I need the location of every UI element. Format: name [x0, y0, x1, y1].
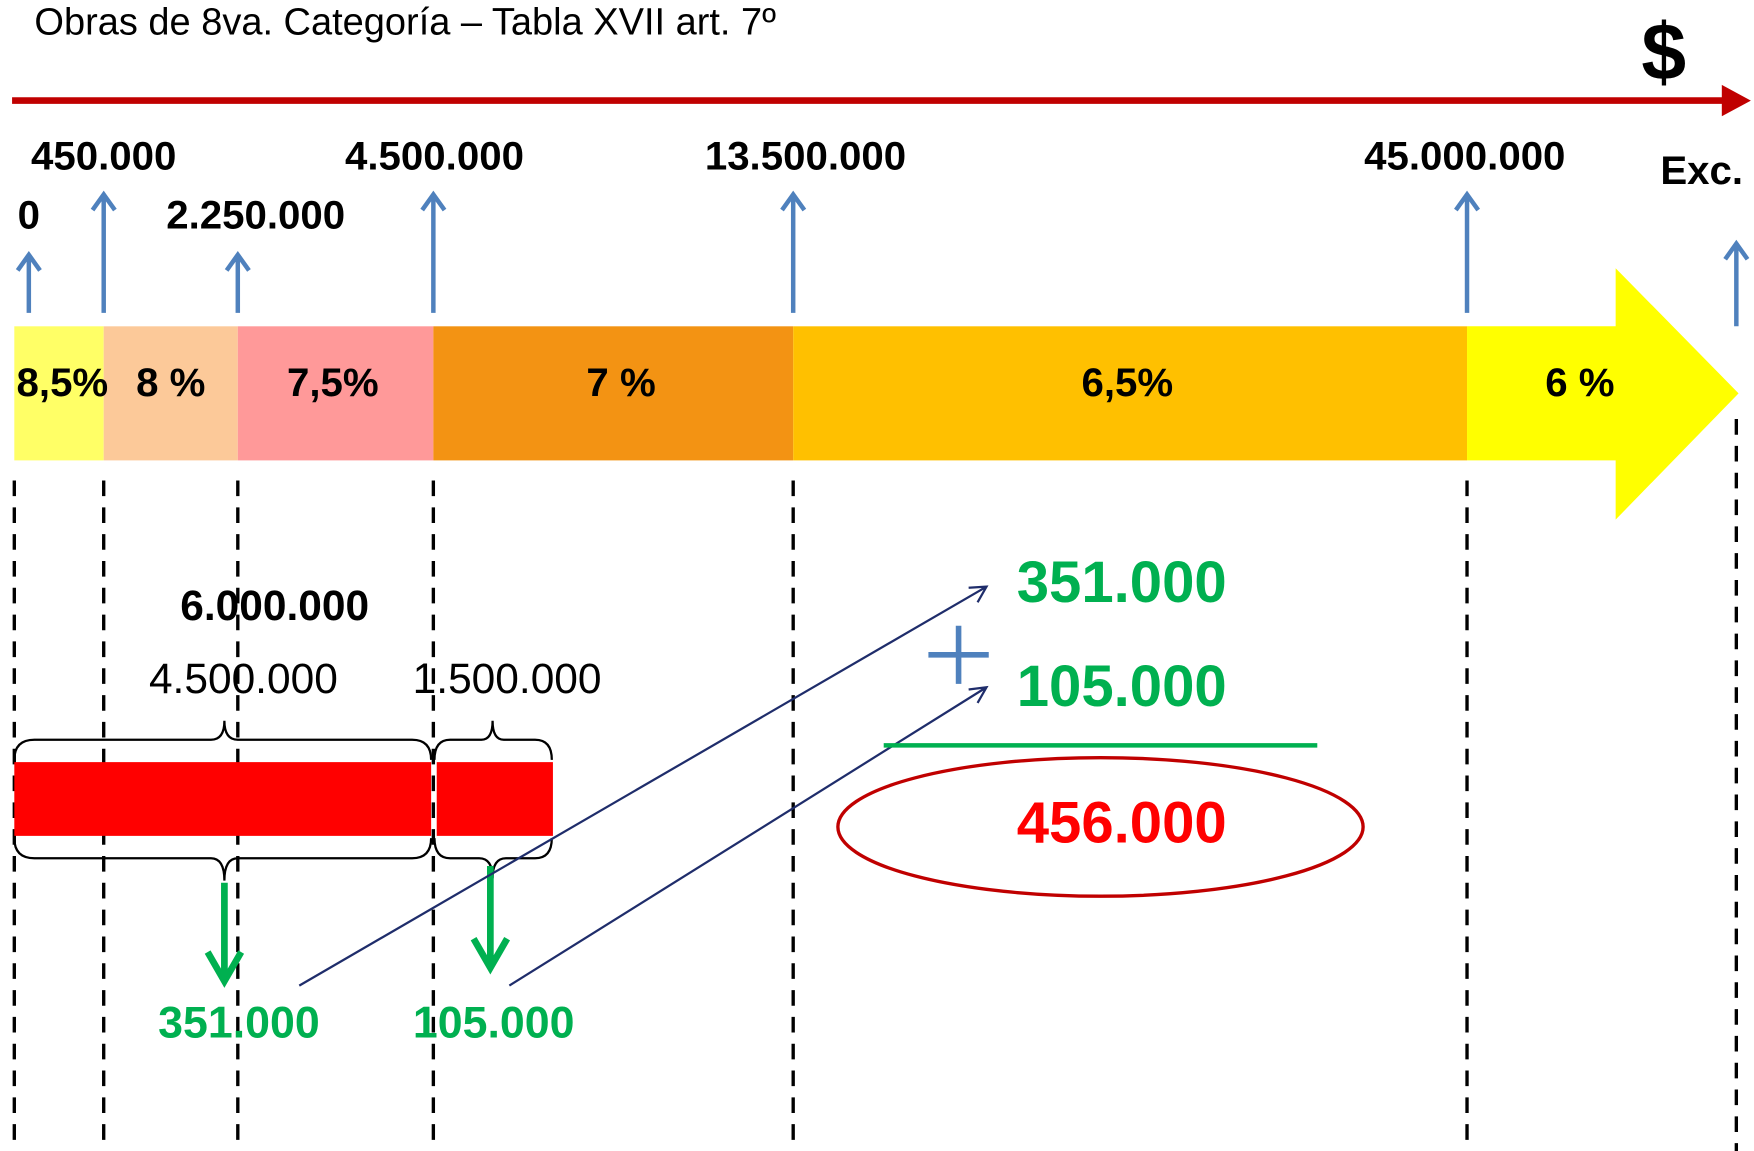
rate: 6,5% — [1081, 360, 1173, 405]
sum-term: 351.000 — [1017, 550, 1227, 615]
plus-sign — [928, 625, 989, 684]
result-ellipse — [836, 755, 1365, 898]
example-part: 4.500.000 — [149, 655, 338, 702]
rate-bands — [14, 268, 1739, 520]
connector-lines — [298, 585, 989, 987]
threshold: 450.000 — [31, 133, 176, 178]
green-arrows — [204, 866, 511, 988]
threshold: 2.250.000 — [166, 193, 345, 238]
threshold: 4.500.000 — [345, 133, 524, 178]
rate: 7 % — [586, 360, 655, 405]
blue-arrows — [15, 190, 1750, 327]
example-part: 1.500.000 — [413, 655, 602, 702]
threshold: 45.000.000 — [1364, 133, 1565, 178]
axis-arrowhead — [1721, 84, 1751, 117]
currency: $ — [1641, 7, 1686, 97]
rate: 7,5% — [287, 360, 379, 405]
threshold: Exc. — [1660, 148, 1743, 193]
part-bar — [14, 762, 432, 836]
title: Obras de 8va. Categoría – Tabla XVII art… — [34, 2, 776, 44]
fee: 105.000 — [413, 999, 575, 1048]
sum-term: 105.000 — [1017, 654, 1227, 719]
threshold: 0 — [18, 193, 40, 238]
rate: 6 % — [1545, 360, 1614, 405]
part-bar — [436, 762, 553, 836]
rate: 8,5% — [17, 360, 109, 405]
sum-result: 456.000 — [1017, 790, 1227, 855]
fee: 351.000 — [158, 999, 320, 1048]
example-total: 6.000.000 — [180, 582, 369, 629]
rate: 8 % — [136, 360, 205, 405]
threshold: 13.500.000 — [705, 133, 906, 178]
